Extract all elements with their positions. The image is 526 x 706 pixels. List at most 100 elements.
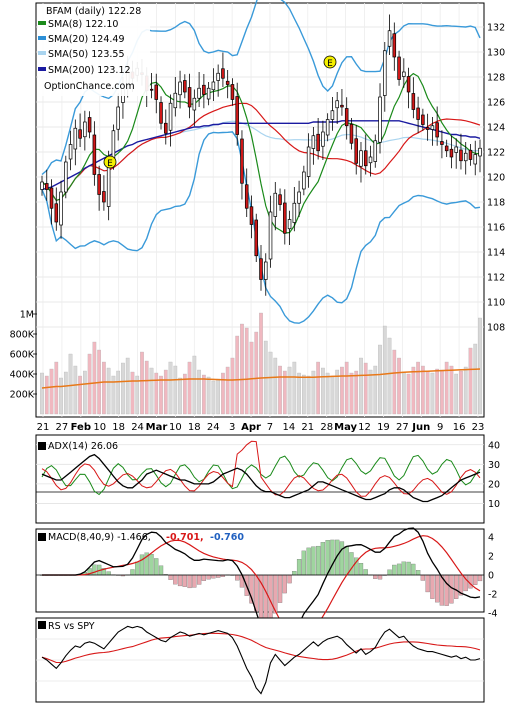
candle-body [449, 148, 454, 158]
volume-bar [106, 367, 111, 415]
x-tick-label: Feb [71, 422, 91, 433]
candle-body [54, 203, 59, 223]
volume-average-line [41, 368, 481, 389]
macd-histogram-bar [430, 574, 435, 599]
macd-histogram-bar [392, 564, 397, 576]
x-tick-label: 3 [229, 422, 235, 433]
volume-bar [454, 373, 459, 415]
volume-bar [440, 369, 444, 415]
x-tick-label: 7 [267, 422, 273, 433]
macd-histogram-bar [454, 574, 459, 599]
candle-body [444, 145, 449, 152]
candle-body [221, 68, 225, 79]
price-tick-label: 132 [487, 23, 505, 34]
volume-bar [182, 373, 187, 415]
volume-bar [230, 357, 235, 415]
candle-body [468, 149, 473, 160]
svg-text:E: E [327, 59, 333, 69]
candle-body [325, 119, 330, 136]
macd-y-axis: 4 2 0 -2 -4 [488, 533, 497, 620]
macd-tick-label: 0 [488, 571, 494, 582]
candle-body [287, 219, 292, 230]
x-tick-label: 10 [93, 422, 106, 433]
volume-tick-label: 400K [10, 370, 35, 381]
candle-body [306, 146, 311, 177]
macd-histogram-bar [135, 561, 140, 576]
volume-bar [83, 370, 87, 415]
volume-bar [387, 337, 392, 415]
volume-bar [359, 357, 363, 415]
volume-bar [125, 357, 130, 415]
volume-bar [244, 327, 249, 415]
volume-bar [340, 366, 344, 415]
volume-bar [459, 370, 463, 415]
x-tick-label: 12 [358, 422, 371, 433]
volume-bar [59, 377, 63, 415]
price-grid [36, 3, 484, 417]
volume-bar [216, 378, 220, 415]
volume-bar [130, 371, 135, 415]
volume-bar [449, 365, 454, 415]
candle-body [302, 171, 306, 190]
volume-bar [302, 374, 306, 415]
candle-body [168, 102, 173, 131]
volume-bar [192, 355, 197, 415]
volume-bar [273, 357, 278, 415]
volume-bar [254, 331, 259, 415]
macd-histogram-bar [192, 574, 197, 588]
volume-y-axis: 1M 800K 600K 400K 200K [10, 310, 37, 401]
volume-bar [221, 372, 225, 415]
candle-body [187, 87, 192, 108]
candle-body [230, 84, 235, 100]
volume-bar [135, 375, 140, 415]
adx-tick-label: 10 [488, 499, 500, 510]
candle-body [73, 127, 78, 150]
volume-bar [478, 317, 482, 415]
candle-body [473, 154, 478, 165]
macd-histogram-bar [377, 574, 383, 580]
volume-bar [235, 335, 240, 415]
volume-bar [178, 377, 182, 415]
candle-body [102, 191, 106, 203]
candle-body [411, 93, 416, 110]
x-tick-label: Mar [146, 422, 168, 433]
price-tick-label: 116 [487, 223, 505, 234]
volume-bar [54, 361, 59, 415]
candle-body [378, 96, 382, 143]
volume-bar [463, 366, 468, 415]
price-tick-label: 128 [487, 73, 505, 84]
volume-bar [149, 367, 154, 415]
price-legend: BFAM (daily) 122.28 SMA(8) 122.10 SMA(20… [38, 4, 150, 96]
candle-body [421, 114, 425, 125]
candle-body [235, 96, 239, 135]
price-tick-label: 112 [487, 273, 505, 284]
candle-body [416, 107, 420, 120]
macd-histogram-bar [158, 565, 164, 576]
candle-body [373, 140, 378, 162]
volume-bar [73, 365, 78, 415]
macd-histogram-bar [296, 559, 302, 576]
candle-body [159, 102, 163, 124]
candle-body [59, 191, 63, 226]
candle-body [349, 123, 354, 144]
x-tick-label: 10 [169, 422, 182, 433]
volume-bar [159, 375, 163, 415]
macd-histogram-bar [330, 539, 335, 576]
macd-histogram-bar [315, 545, 321, 576]
candle-body [359, 150, 363, 167]
candle-body [283, 202, 287, 234]
candle-body [392, 33, 397, 58]
macd-histogram-bar [92, 564, 97, 576]
volume-bar [111, 375, 116, 415]
macd-histogram-bar [206, 574, 211, 580]
price-tick-label: 126 [487, 98, 505, 109]
macd-histogram-bar [473, 574, 478, 585]
volume-bar [382, 325, 387, 415]
candle-body [64, 161, 68, 193]
candle-body [202, 84, 206, 95]
x-tick-label: 18 [188, 422, 201, 433]
macd-tick-label: -2 [488, 590, 497, 601]
svg-text:E: E [107, 159, 113, 169]
candle-body [173, 92, 178, 109]
volume-bar [435, 368, 439, 415]
